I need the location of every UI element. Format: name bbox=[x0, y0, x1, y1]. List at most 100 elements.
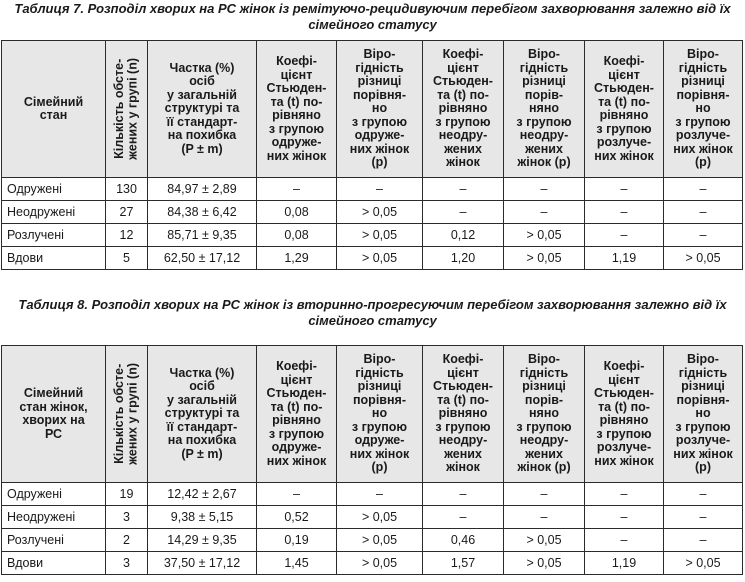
cell-p-married: > 0,05 bbox=[336, 246, 423, 270]
cell-p-unmarried: > 0,05 bbox=[503, 551, 585, 575]
cell-t-unmarried: – bbox=[422, 505, 504, 529]
cell-t-divorced: – bbox=[584, 505, 664, 529]
header-t-married: Коефі- цієнт Стьюден- та (t) по- рівняно… bbox=[256, 345, 337, 483]
cell-t-unmarried: 0,46 bbox=[422, 528, 504, 552]
cell-count: 12 bbox=[105, 223, 148, 247]
table-row: Неодружені 3 9,38 ± 5,15 0,52 > 0,05 – –… bbox=[1, 505, 743, 529]
cell-p-divorced: – bbox=[663, 505, 743, 529]
table-row: Вдови 3 37,50 ± 17,12 1,45 > 0,05 1,57 >… bbox=[1, 551, 743, 575]
cell-p-married: > 0,05 bbox=[336, 505, 423, 529]
cell-t-married: 0,19 bbox=[256, 528, 337, 552]
cell-p-unmarried: – bbox=[503, 505, 585, 529]
cell-p-divorced: > 0,05 bbox=[663, 246, 743, 270]
cell-t-divorced: – bbox=[584, 200, 664, 224]
cell-count: 130 bbox=[105, 177, 148, 201]
cell-share: 62,50 ± 17,12 bbox=[147, 246, 257, 270]
cell-p-unmarried: – bbox=[503, 200, 585, 224]
cell-t-divorced: – bbox=[584, 177, 664, 201]
cell-t-married: 1,29 bbox=[256, 246, 337, 270]
cell-p-divorced: – bbox=[663, 528, 743, 552]
header-share: Частка (%) осіб у загальній структурі та… bbox=[147, 40, 257, 178]
header-t-married: Коефі- цієнт Стьюден- та (t) по- рівняно… bbox=[256, 40, 337, 178]
header-share: Частка (%) осіб у загальній структурі та… bbox=[147, 345, 257, 483]
header-t-divorced: Коефі- цієнт Стьюден- та (t) по- рівняно… bbox=[584, 345, 664, 483]
cell-p-married: > 0,05 bbox=[336, 200, 423, 224]
header-group-count-label: Кількість обсте- жених у групі (n) bbox=[112, 363, 140, 465]
cell-t-married: 0,08 bbox=[256, 223, 337, 247]
header-group-count: Кількість обсте- жених у групі (n) bbox=[105, 345, 148, 483]
cell-t-married: 0,08 bbox=[256, 200, 337, 224]
table-row: Розлучені 12 85,71 ± 9,35 0,08 > 0,05 0,… bbox=[1, 223, 743, 247]
cell-count: 5 bbox=[105, 246, 148, 270]
cell-t-divorced: – bbox=[584, 223, 664, 247]
cell-t-unmarried: – bbox=[422, 200, 504, 224]
row-label: Одружені bbox=[1, 482, 106, 506]
header-p-divorced: Віро- гідність різниці порівня- но з гру… bbox=[663, 345, 743, 483]
cell-share: 12,42 ± 2,67 bbox=[147, 482, 257, 506]
cell-p-divorced: – bbox=[663, 223, 743, 247]
row-label: Розлучені bbox=[1, 223, 106, 247]
cell-share: 9,38 ± 5,15 bbox=[147, 505, 257, 529]
cell-t-unmarried: 0,12 bbox=[422, 223, 504, 247]
table-7-header-row: Сімейний стан Кількість обсте- жених у г… bbox=[1, 40, 743, 178]
cell-t-divorced: – bbox=[584, 482, 664, 506]
table-row: Розлучені 2 14,29 ± 9,35 0,19 > 0,05 0,4… bbox=[1, 528, 743, 552]
table-7: Сімейний стан Кількість обсте- жених у г… bbox=[1, 40, 743, 270]
table-row: Одружені 130 84,97 ± 2,89 – – – – – – bbox=[1, 177, 743, 201]
cell-p-unmarried: > 0,05 bbox=[503, 246, 585, 270]
cell-p-married: > 0,05 bbox=[336, 223, 423, 247]
cell-t-married: 0,52 bbox=[256, 505, 337, 529]
cell-p-unmarried: – bbox=[503, 482, 585, 506]
header-p-married: Віро- гідність різниці порівня- но з гру… bbox=[336, 345, 423, 483]
cell-t-married: – bbox=[256, 177, 337, 201]
table-row: Одружені 19 12,42 ± 2,67 – – – – – – bbox=[1, 482, 743, 506]
cell-share: 14,29 ± 9,35 bbox=[147, 528, 257, 552]
cell-t-married: 1,45 bbox=[256, 551, 337, 575]
cell-p-unmarried: > 0,05 bbox=[503, 528, 585, 552]
table-7-caption: Таблиця 7. Розподіл хворих на РС жінок і… bbox=[14, 1, 731, 32]
cell-p-divorced: > 0,05 bbox=[663, 551, 743, 575]
cell-share: 84,38 ± 6,42 bbox=[147, 200, 257, 224]
header-p-married: Віро- гідність різниці порівня- но з гру… bbox=[336, 40, 423, 178]
cell-share: 84,97 ± 2,89 bbox=[147, 177, 257, 201]
table-8: Сімейний стан жінок, хворих на РС Кількі… bbox=[1, 345, 743, 575]
header-t-divorced: Коефі- цієнт Стьюден- та (t) по- рівняно… bbox=[584, 40, 664, 178]
cell-p-married: > 0,05 bbox=[336, 551, 423, 575]
cell-count: 2 bbox=[105, 528, 148, 552]
cell-p-married: > 0,05 bbox=[336, 528, 423, 552]
cell-share: 85,71 ± 9,35 bbox=[147, 223, 257, 247]
row-label: Вдови bbox=[1, 246, 106, 270]
row-label: Розлучені bbox=[1, 528, 106, 552]
cell-t-divorced: 1,19 bbox=[584, 551, 664, 575]
header-t-unmarried: Коефі- цієнт Стьюден- та (t) по- рівняно… bbox=[422, 345, 504, 483]
header-p-divorced: Віро- гідність різниці порівня- но з гру… bbox=[663, 40, 743, 178]
header-family-status: Сімейний стан bbox=[1, 40, 106, 178]
row-label: Неодружені bbox=[1, 505, 106, 529]
header-family-status: Сімейний стан жінок, хворих на РС bbox=[1, 345, 106, 483]
cell-p-married: – bbox=[336, 177, 423, 201]
header-p-unmarried: Віро- гідність різниці порів- няно з гру… bbox=[503, 345, 585, 483]
table-row: Неодружені 27 84,38 ± 6,42 0,08 > 0,05 –… bbox=[1, 200, 743, 224]
row-label: Одружені bbox=[1, 177, 106, 201]
cell-t-unmarried: – bbox=[422, 482, 504, 506]
table-8-header-row: Сімейний стан жінок, хворих на РС Кількі… bbox=[1, 345, 743, 483]
cell-t-unmarried: 1,20 bbox=[422, 246, 504, 270]
cell-count: 3 bbox=[105, 505, 148, 529]
row-label: Вдови bbox=[1, 551, 106, 575]
cell-t-unmarried: 1,57 bbox=[422, 551, 504, 575]
cell-t-divorced: – bbox=[584, 528, 664, 552]
cell-p-divorced: – bbox=[663, 482, 743, 506]
cell-share: 37,50 ± 17,12 bbox=[147, 551, 257, 575]
cell-t-unmarried: – bbox=[422, 177, 504, 201]
row-label: Неодружені bbox=[1, 200, 106, 224]
header-group-count-label: Кількість обсте- жених у групі (n) bbox=[112, 58, 140, 160]
cell-p-married: – bbox=[336, 482, 423, 506]
cell-count: 3 bbox=[105, 551, 148, 575]
cell-t-divorced: 1,19 bbox=[584, 246, 664, 270]
table-row: Вдови 5 62,50 ± 17,12 1,29 > 0,05 1,20 >… bbox=[1, 246, 743, 270]
cell-p-unmarried: > 0,05 bbox=[503, 223, 585, 247]
cell-count: 19 bbox=[105, 482, 148, 506]
header-group-count: Кількість обсте- жених у групі (n) bbox=[105, 40, 148, 178]
cell-t-married: – bbox=[256, 482, 337, 506]
header-t-unmarried: Коефі- цієнт Стьюден- та (t) по- рівняно… bbox=[422, 40, 504, 178]
